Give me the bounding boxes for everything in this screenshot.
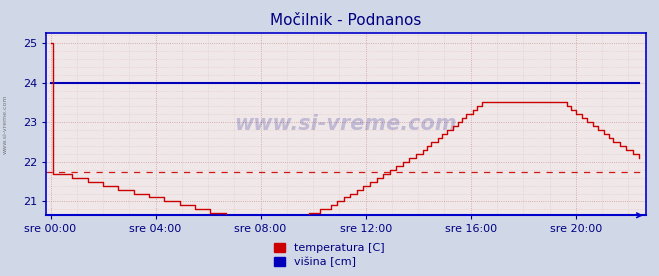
Title: Močilnik - Podnanos: Močilnik - Podnanos (270, 13, 422, 28)
Legend: temperatura [C], višina [cm]: temperatura [C], višina [cm] (271, 240, 388, 270)
Text: www.si-vreme.com: www.si-vreme.com (3, 94, 8, 154)
Text: www.si-vreme.com: www.si-vreme.com (235, 114, 457, 134)
